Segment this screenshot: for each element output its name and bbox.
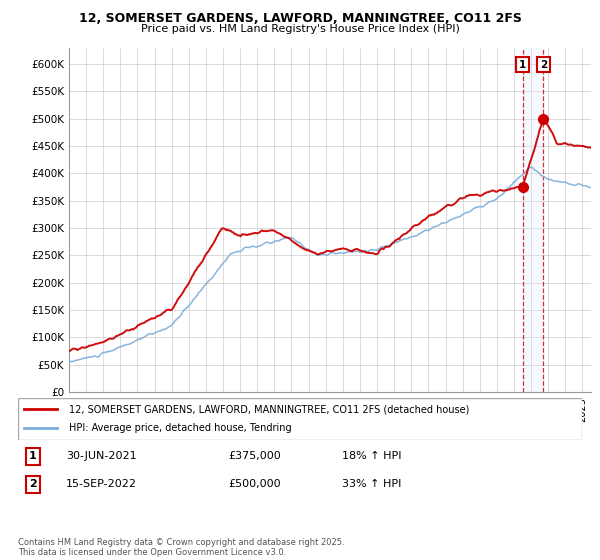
- Text: 2: 2: [29, 479, 37, 489]
- Text: 33% ↑ HPI: 33% ↑ HPI: [342, 479, 401, 489]
- Text: 15-SEP-2022: 15-SEP-2022: [66, 479, 137, 489]
- FancyBboxPatch shape: [18, 398, 582, 440]
- Text: 1: 1: [519, 60, 526, 70]
- Text: 30-JUN-2021: 30-JUN-2021: [66, 451, 137, 461]
- Text: £500,000: £500,000: [228, 479, 281, 489]
- Bar: [523, 48, 544, 392]
- Text: £375,000: £375,000: [228, 451, 281, 461]
- Text: 12, SOMERSET GARDENS, LAWFORD, MANNINGTREE, CO11 2FS (detached house): 12, SOMERSET GARDENS, LAWFORD, MANNINGTR…: [69, 404, 469, 414]
- Text: 2: 2: [540, 60, 547, 70]
- Text: HPI: Average price, detached house, Tendring: HPI: Average price, detached house, Tend…: [69, 423, 292, 433]
- Text: 18% ↑ HPI: 18% ↑ HPI: [342, 451, 401, 461]
- Text: Contains HM Land Registry data © Crown copyright and database right 2025.
This d: Contains HM Land Registry data © Crown c…: [18, 538, 344, 557]
- Text: 12, SOMERSET GARDENS, LAWFORD, MANNINGTREE, CO11 2FS: 12, SOMERSET GARDENS, LAWFORD, MANNINGTR…: [79, 12, 521, 25]
- Text: 1: 1: [29, 451, 37, 461]
- Text: Price paid vs. HM Land Registry's House Price Index (HPI): Price paid vs. HM Land Registry's House …: [140, 24, 460, 34]
